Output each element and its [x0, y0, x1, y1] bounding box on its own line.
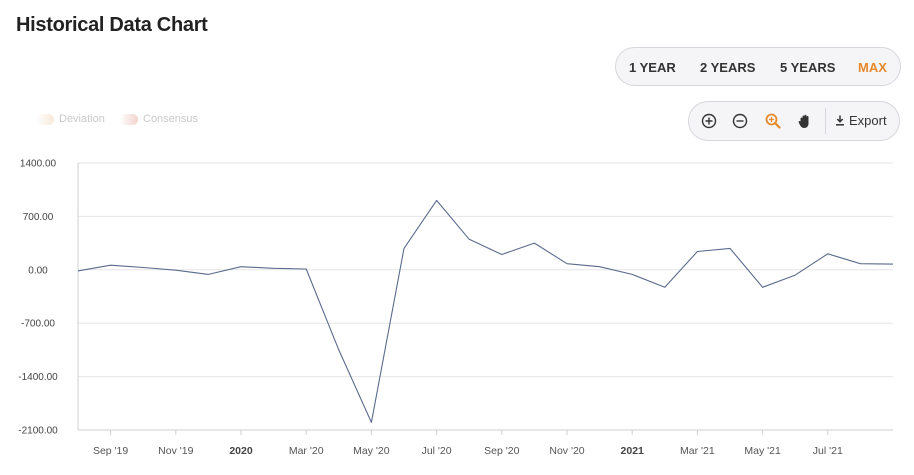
x-tick-label: May '21: [744, 445, 781, 457]
data-point: [240, 265, 243, 268]
zoom-out-icon[interactable]: [731, 112, 749, 130]
data-point: [826, 252, 829, 255]
data-point: [142, 266, 145, 269]
zoom-select-icon[interactable]: [764, 112, 782, 130]
x-tick-label: Nov '20: [549, 445, 584, 457]
download-icon: [836, 115, 844, 126]
y-tick-label: -1400.00: [18, 372, 58, 383]
range-1-year-button[interactable]: 1 YEAR: [629, 60, 676, 75]
export-label: Export: [849, 113, 887, 128]
x-tick-label: May '20: [353, 445, 390, 457]
data-point: [859, 262, 862, 265]
data-point: [892, 263, 895, 266]
y-tick-label: 0.00: [28, 265, 48, 276]
data-point: [761, 286, 764, 289]
zoom-in-icon[interactable]: [700, 112, 718, 130]
legend-swatch: [36, 114, 54, 125]
data-point: [109, 264, 112, 267]
data-point: [435, 199, 438, 202]
data-point: [663, 286, 666, 289]
data-point: [272, 267, 275, 270]
x-tick-label: Sep '19: [93, 445, 128, 457]
data-point: [468, 238, 471, 241]
data-point: [794, 274, 797, 277]
data-point: [533, 242, 536, 245]
y-tick-label: -2100.00: [18, 426, 58, 437]
range-max-button[interactable]: MAX: [858, 60, 887, 75]
data-point: [77, 269, 80, 272]
series-line: [77, 199, 894, 423]
x-tick-label: Mar '21: [680, 445, 715, 457]
toolbar-divider: [825, 108, 826, 134]
page-title: Historical Data Chart: [16, 14, 208, 36]
chart-toolbar: Export: [688, 101, 900, 141]
x-tick-label: Sep '20: [484, 445, 519, 457]
y-tick-label: 700.00: [23, 212, 54, 223]
data-point: [403, 247, 406, 250]
data-point: [696, 250, 699, 253]
data-point: [631, 273, 634, 276]
x-tick-label: Mar '20: [289, 445, 324, 457]
data-point: [174, 269, 177, 272]
data-point: [207, 273, 210, 276]
data-point: [337, 348, 340, 351]
x-tick-label: 2020: [229, 445, 253, 457]
y-tick-label: 1400.00: [20, 159, 57, 170]
time-range-selector: 1 YEAR 2 YEARS 5 YEARS MAX: [615, 47, 901, 86]
x-tick-label: 2021: [621, 445, 645, 457]
x-tick-label: Jul '21: [813, 445, 843, 457]
legend-swatch: [120, 114, 138, 125]
data-point: [566, 262, 569, 265]
data-point: [305, 268, 308, 271]
range-5-years-button[interactable]: 5 YEARS: [780, 60, 836, 75]
x-tick-label: Jul '20: [422, 445, 452, 457]
x-tick-label: Nov '19: [158, 445, 193, 457]
data-point: [370, 421, 373, 424]
pan-hand-icon[interactable]: [796, 112, 814, 130]
legend-label: Deviation: [59, 113, 105, 125]
data-point: [598, 265, 601, 268]
data-point: [500, 253, 503, 256]
range-2-years-button[interactable]: 2 YEARS: [700, 60, 756, 75]
export-button[interactable]: Export: [835, 102, 887, 140]
y-tick-label: -700.00: [21, 319, 55, 330]
data-point: [729, 247, 732, 250]
legend-label: Consensus: [143, 113, 199, 125]
